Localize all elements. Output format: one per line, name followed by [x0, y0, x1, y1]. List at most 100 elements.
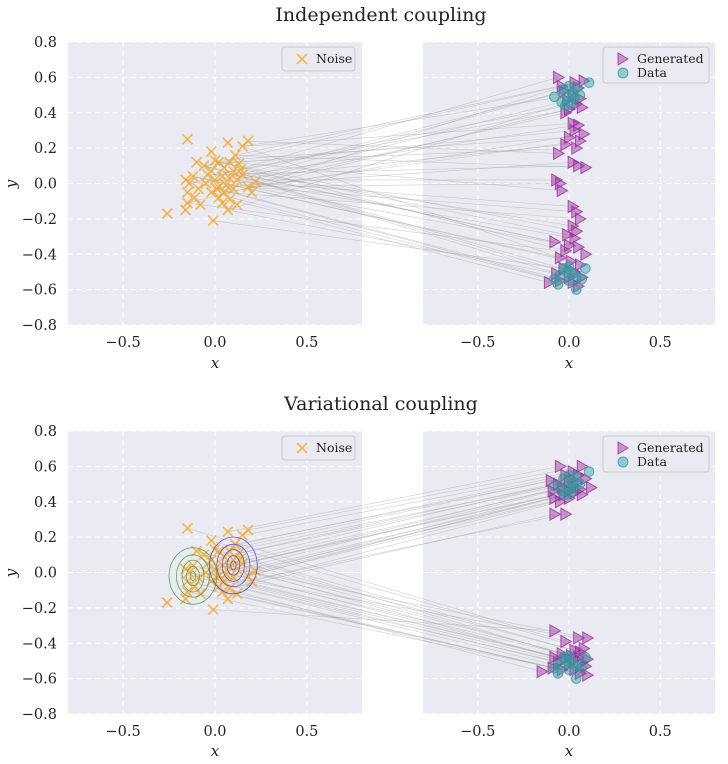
y-tick-label: 0.6	[34, 459, 57, 475]
contour-line	[209, 536, 258, 595]
coupling-line	[222, 565, 588, 660]
coupling-line	[189, 124, 579, 184]
coupling-line	[236, 490, 553, 570]
y-ticks: 0.8 0.6 0.4 0.2 0.0 −0.2 −0.4 −0.6 −0.8	[22, 424, 57, 723]
legend-box	[602, 435, 710, 473]
generated-point	[571, 204, 584, 219]
x-ticks-left: −0.5 0.0 0.5	[106, 335, 319, 351]
coupling-line	[218, 586, 542, 672]
data-points	[549, 466, 595, 684]
figure-independent: Independent coupling 0.8 0.6 0.4 0.2 0.0 −0.2…	[2, 4, 715, 372]
coupling-line	[192, 176, 571, 262]
y-tick-label: −0.8	[22, 707, 57, 723]
generated-point	[576, 100, 589, 115]
noise-point	[194, 199, 206, 211]
noise-point	[207, 215, 219, 227]
coupling-line	[248, 140, 580, 188]
data-point	[563, 664, 575, 676]
noise-point	[236, 140, 249, 152]
coupling-line	[214, 489, 581, 570]
y-tick-label: 0.0	[34, 177, 57, 193]
coupling-line	[205, 572, 582, 663]
noise-point	[216, 586, 228, 598]
legend-noise-marker	[296, 53, 308, 65]
noise-point	[222, 526, 234, 538]
coupling-line	[248, 466, 582, 531]
coupling-line	[251, 501, 560, 582]
coupling-line	[224, 482, 577, 557]
coupling-line	[242, 123, 573, 147]
chart-title: Variational coupling	[283, 393, 478, 415]
noise-point	[181, 133, 194, 145]
noise-point	[218, 161, 230, 174]
y-tick-label: −0.2	[22, 212, 57, 228]
coupling-line	[229, 199, 550, 283]
data-points	[549, 77, 595, 295]
coupling-line	[218, 480, 551, 552]
data-point	[583, 77, 595, 88]
data-point	[560, 489, 571, 500]
coupling-line	[214, 160, 566, 252]
coupling-line	[248, 140, 559, 154]
coupling-line	[211, 581, 575, 671]
noise-point	[190, 156, 203, 168]
noise-point	[231, 563, 243, 575]
data-point	[549, 91, 560, 103]
data-point	[574, 89, 586, 101]
coupling-line	[211, 559, 555, 658]
legend-generated-marker	[617, 441, 629, 455]
coupling-line	[218, 183, 560, 188]
noise-point	[222, 137, 234, 149]
generated-point	[554, 250, 567, 265]
legend-box	[281, 435, 356, 461]
coupling-line	[216, 494, 582, 579]
noise-point	[222, 593, 234, 605]
coupling-line	[229, 487, 562, 568]
x-axis-label-right: x	[565, 742, 574, 760]
gridlines	[68, 41, 715, 326]
generated-point	[549, 507, 562, 521]
coupling-line	[213, 609, 555, 632]
coupling-line	[213, 220, 564, 269]
contour-line	[189, 571, 197, 581]
data-point	[552, 279, 564, 290]
generated-point	[576, 487, 589, 502]
noise-point	[181, 186, 194, 198]
noise-point	[209, 174, 221, 186]
data-point	[583, 466, 595, 477]
contour-line	[168, 547, 218, 605]
coupling-lines	[185, 466, 591, 676]
coupling-line	[192, 565, 579, 658]
coupling-line	[242, 94, 573, 147]
noise-point	[227, 572, 240, 584]
coupling-line	[238, 480, 570, 554]
generated-point	[578, 127, 591, 141]
coupling-line	[229, 161, 562, 191]
generated-point	[576, 459, 589, 474]
data-point	[580, 652, 591, 663]
generated-point	[556, 79, 569, 94]
y-tick-label: −0.4	[22, 636, 57, 652]
noise-point	[192, 572, 205, 584]
coupling-line	[203, 130, 575, 167]
data-point	[569, 482, 580, 493]
generated-point	[574, 134, 587, 148]
generated-point	[553, 70, 566, 85]
contour-line	[230, 560, 237, 571]
y-tick-label: 0.8	[34, 424, 57, 440]
x-axis-label-left: x	[211, 354, 220, 372]
generated-point	[562, 227, 575, 242]
coupling-line	[255, 181, 570, 278]
coupling-line	[214, 568, 573, 662]
data-point	[563, 275, 575, 287]
legend-generated-marker	[617, 52, 629, 66]
generated-point	[580, 160, 593, 175]
noise-point	[187, 170, 199, 183]
coupling-line	[189, 572, 559, 663]
noise-point	[242, 181, 254, 193]
noise-point	[205, 535, 217, 547]
x-tick-label: 0.0	[557, 335, 580, 351]
contour-line	[226, 555, 241, 576]
noise-point	[249, 176, 262, 188]
coupling-line	[222, 591, 588, 676]
